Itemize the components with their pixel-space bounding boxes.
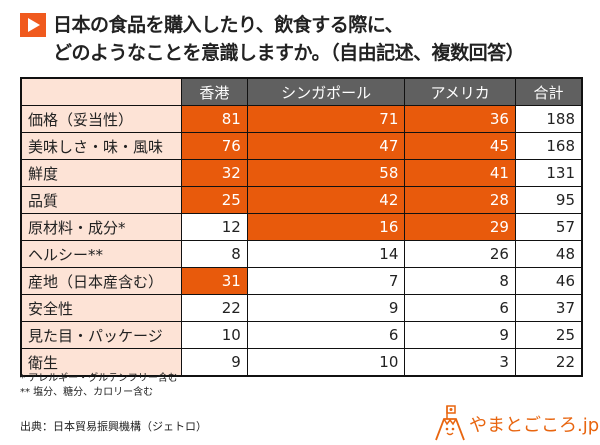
value-cell: 6 bbox=[246, 321, 406, 349]
table-row: 衛生 9 10 3 22 bbox=[20, 348, 583, 377]
column-header: シンガポール bbox=[246, 77, 406, 106]
total-cell: 22 bbox=[514, 348, 583, 377]
value-cell: 22 bbox=[181, 294, 248, 322]
value-cell: 8 bbox=[181, 240, 248, 268]
value-cell: 25 bbox=[181, 186, 248, 214]
total-cell: 25 bbox=[514, 321, 583, 349]
value-cell: 16 bbox=[246, 213, 406, 241]
value-cell: 29 bbox=[404, 213, 516, 241]
table-row: 見た目・パッケージ 10 6 9 25 bbox=[20, 321, 583, 349]
value-cell: 41 bbox=[404, 159, 516, 187]
play-icon bbox=[20, 13, 46, 37]
value-cell: 71 bbox=[246, 105, 406, 133]
table-row: 価格（妥当性） 81 71 36 188 bbox=[20, 105, 583, 133]
value-cell: 81 bbox=[181, 105, 248, 133]
value-cell: 36 bbox=[404, 105, 516, 133]
row-label: 鮮度 bbox=[20, 159, 182, 187]
value-cell: 58 bbox=[246, 159, 406, 187]
total-cell: 95 bbox=[514, 186, 583, 214]
value-cell: 47 bbox=[246, 132, 406, 160]
value-cell: 7 bbox=[246, 267, 406, 295]
value-cell: 9 bbox=[246, 294, 406, 322]
value-cell: 32 bbox=[181, 159, 248, 187]
header-row: 香港 シンガポール アメリカ 合計 bbox=[20, 77, 583, 106]
footnote-1: * アレルギー・グルテンフリー含む bbox=[20, 373, 178, 384]
value-cell: 42 bbox=[246, 186, 406, 214]
table-row: 鮮度 32 58 41 131 bbox=[20, 159, 583, 187]
table-row: ヘルシー** 8 14 26 48 bbox=[20, 240, 583, 268]
column-header: アメリカ bbox=[404, 77, 516, 106]
logo: やまとごころ.jp bbox=[435, 405, 599, 441]
row-label: 衛生 bbox=[20, 348, 182, 377]
table-row: 安全性 22 9 6 37 bbox=[20, 294, 583, 322]
total-cell: 37 bbox=[514, 294, 583, 322]
row-label: ヘルシー** bbox=[20, 240, 182, 268]
value-cell: 26 bbox=[404, 240, 516, 268]
value-cell: 76 bbox=[181, 132, 248, 160]
value-cell: 8 bbox=[404, 267, 516, 295]
value-cell: 10 bbox=[181, 321, 248, 349]
value-cell: 12 bbox=[181, 213, 248, 241]
table-row: 品質 25 42 28 95 bbox=[20, 186, 583, 214]
total-cell: 48 bbox=[514, 240, 583, 268]
logo-text: やまとごころ.jp bbox=[469, 415, 600, 436]
page-title: 日本の食品を購入したり、飲食する際に、 どのようなことを意識しますか。（自由記述… bbox=[20, 11, 525, 67]
value-cell: 9 bbox=[181, 348, 248, 377]
value-cell: 10 bbox=[246, 348, 406, 377]
table-row: 原材料・成分* 12 16 29 57 bbox=[20, 213, 583, 241]
footnote-2: ** 塩分、糖分、カロリー含む bbox=[20, 387, 154, 398]
total-cell: 131 bbox=[514, 159, 583, 187]
total-cell: 168 bbox=[514, 132, 583, 160]
footnotes: * アレルギー・グルテンフリー含む ** 塩分、糖分、カロリー含む bbox=[20, 372, 178, 400]
value-cell: 3 bbox=[404, 348, 516, 377]
survey-table: 香港 シンガポール アメリカ 合計 価格（妥当性） 81 71 36 188 美味しさ・味・風味… bbox=[20, 77, 583, 377]
title-line-1: 日本の食品を購入したり、飲食する際に、 bbox=[53, 14, 404, 36]
row-label: 価格（妥当性） bbox=[20, 105, 182, 133]
total-cell: 57 bbox=[514, 213, 583, 241]
total-cell: 188 bbox=[514, 105, 583, 133]
column-header: 合計 bbox=[514, 77, 583, 106]
source-text: 出典：日本貿易振興機構（ジェトロ） bbox=[20, 420, 207, 433]
table-row: 美味しさ・味・風味 76 47 45 168 bbox=[20, 132, 583, 160]
row-label: 品質 bbox=[20, 186, 182, 214]
total-cell: 46 bbox=[514, 267, 583, 295]
value-cell: 28 bbox=[404, 186, 516, 214]
row-label: 美味しさ・味・風味 bbox=[20, 132, 182, 160]
table-row: 産地（日本産含む） 31 7 8 46 bbox=[20, 267, 583, 295]
value-cell: 9 bbox=[404, 321, 516, 349]
row-label: 原材料・成分* bbox=[20, 213, 182, 241]
column-header: 香港 bbox=[181, 77, 248, 106]
value-cell: 14 bbox=[246, 240, 406, 268]
header-blank bbox=[20, 77, 182, 106]
mountain-flag-icon bbox=[435, 405, 465, 441]
value-cell: 45 bbox=[404, 132, 516, 160]
row-label: 産地（日本産含む） bbox=[20, 267, 182, 295]
row-label: 安全性 bbox=[20, 294, 182, 322]
title-line-2: どのようなことを意識しますか。（自由記述、複数回答） bbox=[53, 42, 525, 64]
value-cell: 6 bbox=[404, 294, 516, 322]
row-label: 見た目・パッケージ bbox=[20, 321, 182, 349]
value-cell: 31 bbox=[181, 267, 248, 295]
